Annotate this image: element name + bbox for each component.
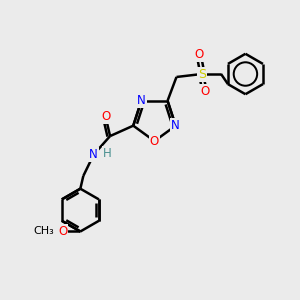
Text: O: O xyxy=(58,225,67,238)
Text: CH₃: CH₃ xyxy=(34,226,55,236)
Text: O: O xyxy=(150,135,159,148)
Text: H: H xyxy=(103,146,112,160)
Text: O: O xyxy=(101,110,110,123)
Text: O: O xyxy=(194,48,203,61)
Text: S: S xyxy=(198,68,206,80)
Text: O: O xyxy=(200,85,209,98)
Text: N: N xyxy=(171,119,180,132)
Text: N: N xyxy=(89,148,98,161)
Text: N: N xyxy=(137,94,146,107)
